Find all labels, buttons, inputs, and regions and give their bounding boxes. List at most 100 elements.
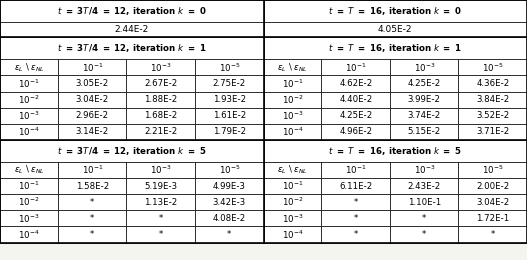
Bar <box>264 194 321 210</box>
Text: 3.99E-2: 3.99E-2 <box>408 95 441 104</box>
Bar <box>321 226 390 243</box>
Bar <box>0 194 58 210</box>
Bar <box>458 59 527 75</box>
Text: 2.67E-2: 2.67E-2 <box>144 79 178 88</box>
Text: $\varepsilon_L\ \backslash\ \varepsilon_{NL}$: $\varepsilon_L\ \backslash\ \varepsilon_… <box>14 164 44 176</box>
Text: $10^{-5}$: $10^{-5}$ <box>219 164 240 176</box>
Text: 2.96E-2: 2.96E-2 <box>76 111 109 120</box>
Bar <box>321 210 390 226</box>
Text: 3.14E-2: 3.14E-2 <box>75 127 109 136</box>
Bar <box>390 92 458 108</box>
Text: $10^{-1}$: $10^{-1}$ <box>18 77 40 90</box>
Bar <box>58 194 126 210</box>
Bar <box>58 162 126 178</box>
Bar <box>195 92 264 108</box>
Text: 1.68E-2: 1.68E-2 <box>144 111 178 120</box>
Bar <box>126 75 195 92</box>
Bar <box>126 59 195 75</box>
Bar <box>126 124 195 140</box>
Text: $10^{-3}$: $10^{-3}$ <box>414 164 435 176</box>
Bar <box>0 140 264 162</box>
Text: 3.04E-2: 3.04E-2 <box>476 198 510 207</box>
Bar <box>195 59 264 75</box>
Text: 4.25E-2: 4.25E-2 <box>407 79 441 88</box>
Bar <box>0 124 58 140</box>
Bar <box>264 92 321 108</box>
Text: $10^{-1}$: $10^{-1}$ <box>345 61 366 74</box>
Text: 4.62E-2: 4.62E-2 <box>339 79 373 88</box>
Bar <box>58 59 126 75</box>
Text: $10^{-3}$: $10^{-3}$ <box>150 164 171 176</box>
Bar <box>458 75 527 92</box>
Bar <box>458 108 527 124</box>
Bar <box>58 210 126 226</box>
Bar <box>390 124 458 140</box>
Text: 2.44E-2: 2.44E-2 <box>115 25 149 34</box>
Bar <box>264 226 321 243</box>
Text: 2.21E-2: 2.21E-2 <box>144 127 178 136</box>
Text: 1.58E-2: 1.58E-2 <box>75 182 109 191</box>
Bar <box>321 194 390 210</box>
Bar <box>0 75 58 92</box>
Text: 2.75E-2: 2.75E-2 <box>212 79 246 88</box>
Bar <box>195 178 264 194</box>
Bar <box>321 178 390 194</box>
Text: $10^{-3}$: $10^{-3}$ <box>282 212 303 225</box>
Bar <box>0 92 58 108</box>
Text: $10^{-3}$: $10^{-3}$ <box>18 212 40 225</box>
Text: $\mathbf{\mathit{t}}$ $\mathbf{=}$ $\mathbf{3\mathit{T}/4}$ $\mathbf{=}$ $\mathb: $\mathbf{\mathit{t}}$ $\mathbf{=}$ $\mat… <box>57 42 207 54</box>
Text: $10^{-1}$: $10^{-1}$ <box>82 61 103 74</box>
Text: 4.96E-2: 4.96E-2 <box>339 127 372 136</box>
Text: 1.72E-1: 1.72E-1 <box>476 214 510 223</box>
Bar <box>390 162 458 178</box>
Bar <box>264 162 321 178</box>
Bar <box>264 178 321 194</box>
Text: $10^{-4}$: $10^{-4}$ <box>18 126 40 138</box>
Text: $\mathbf{\mathit{t}}$ $\mathbf{=}$ $\mathbf{\mathit{T}}$ $\mathbf{=}$ $\mathbf{1: $\mathbf{\mathit{t}}$ $\mathbf{=}$ $\mat… <box>328 145 462 157</box>
Bar <box>126 108 195 124</box>
Text: *: * <box>354 214 358 223</box>
Bar <box>0 22 264 37</box>
Bar <box>321 108 390 124</box>
Bar <box>390 210 458 226</box>
Bar <box>126 162 195 178</box>
Text: $\mathbf{\mathit{t}}$ $\mathbf{=}$ $\mathbf{\mathit{T}}$ $\mathbf{=}$ $\mathbf{1: $\mathbf{\mathit{t}}$ $\mathbf{=}$ $\mat… <box>328 42 462 54</box>
Bar <box>458 92 527 108</box>
Text: *: * <box>159 214 163 223</box>
Text: $\mathbf{\mathit{t}}$ $\mathbf{=}$ $\mathbf{3\mathit{T}/4}$ $\mathbf{=}$ $\mathb: $\mathbf{\mathit{t}}$ $\mathbf{=}$ $\mat… <box>57 5 207 17</box>
Bar <box>390 226 458 243</box>
Bar <box>458 162 527 178</box>
Bar <box>321 59 390 75</box>
Text: $10^{-1}$: $10^{-1}$ <box>82 164 103 176</box>
Text: 4.05E-2: 4.05E-2 <box>378 25 413 34</box>
Bar <box>264 37 527 59</box>
Text: $10^{-2}$: $10^{-2}$ <box>18 93 40 106</box>
Text: $10^{-2}$: $10^{-2}$ <box>282 196 303 209</box>
Bar <box>390 194 458 210</box>
Text: $10^{-1}$: $10^{-1}$ <box>282 180 303 192</box>
Text: $10^{-2}$: $10^{-2}$ <box>18 196 40 209</box>
Text: 1.93E-2: 1.93E-2 <box>213 95 246 104</box>
Bar <box>264 124 321 140</box>
Text: 6.11E-2: 6.11E-2 <box>339 182 373 191</box>
Text: $\varepsilon_L\ \backslash\ \varepsilon_{NL}$: $\varepsilon_L\ \backslash\ \varepsilon_… <box>277 61 308 74</box>
Bar <box>458 178 527 194</box>
Bar <box>458 226 527 243</box>
Bar <box>458 210 527 226</box>
Text: $\varepsilon_L\ \backslash\ \varepsilon_{NL}$: $\varepsilon_L\ \backslash\ \varepsilon_… <box>14 61 44 74</box>
Text: 1.10E-1: 1.10E-1 <box>407 198 441 207</box>
Bar <box>458 124 527 140</box>
Bar <box>0 59 58 75</box>
Bar <box>195 75 264 92</box>
Text: 3.52E-2: 3.52E-2 <box>476 111 510 120</box>
Text: 1.13E-2: 1.13E-2 <box>144 198 178 207</box>
Text: $10^{-1}$: $10^{-1}$ <box>282 77 303 90</box>
Bar <box>0 162 58 178</box>
Text: *: * <box>159 230 163 239</box>
Text: $10^{-3}$: $10^{-3}$ <box>150 61 171 74</box>
Text: $10^{-3}$: $10^{-3}$ <box>282 109 303 122</box>
Bar <box>264 210 321 226</box>
Text: $10^{-4}$: $10^{-4}$ <box>18 228 40 241</box>
Text: *: * <box>354 198 358 207</box>
Text: *: * <box>227 230 231 239</box>
